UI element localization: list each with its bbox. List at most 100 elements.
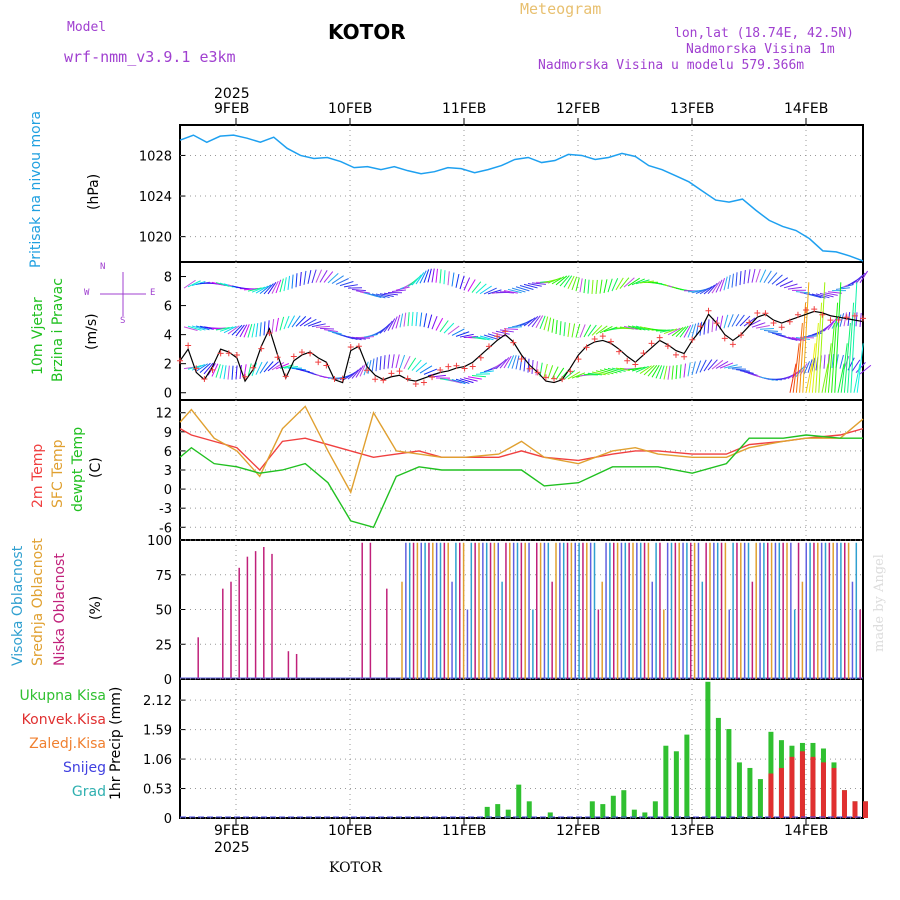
wind-arrow xyxy=(727,366,742,369)
wind-arrow xyxy=(355,365,364,378)
wind-arrow xyxy=(399,354,406,369)
wind-arrow xyxy=(643,365,655,376)
wind-arrow xyxy=(303,318,317,327)
ytick-label-wind: 4 xyxy=(164,329,172,344)
wind-arrow xyxy=(671,327,684,337)
wind-arrow xyxy=(495,358,507,370)
wind-arrow xyxy=(291,274,294,289)
wind-arrow xyxy=(651,365,660,378)
wind-arrow xyxy=(455,378,470,384)
precip-bar-ukupna-kisa xyxy=(684,734,690,818)
wind-arrow xyxy=(859,270,869,284)
precip-bar-ukupna-kisa xyxy=(526,801,532,818)
wind-arrow xyxy=(818,282,826,393)
wind-arrow xyxy=(719,278,726,292)
wind-arrow xyxy=(627,367,642,371)
wind-arrow xyxy=(775,277,789,286)
ytick-label-wind: 2 xyxy=(164,358,172,373)
wind-arrow xyxy=(343,284,358,288)
wind-gust-marker xyxy=(469,363,476,370)
wind-gust-marker xyxy=(713,320,720,327)
wind-arrow xyxy=(803,361,811,375)
wind-arrow xyxy=(731,314,740,327)
wind-arrow xyxy=(411,359,422,371)
wind-gust-marker xyxy=(331,376,338,383)
wind-gust-marker xyxy=(177,357,183,364)
wind-arrow xyxy=(567,275,575,289)
precip-legend-item: Konvek.Kisa xyxy=(21,712,106,728)
wind-arrow xyxy=(711,281,721,294)
wind-arrow xyxy=(311,323,326,328)
wind-arrow xyxy=(447,271,450,286)
wind-arrow xyxy=(675,365,678,380)
wind-arrow xyxy=(255,285,269,294)
wind-arrow xyxy=(263,321,266,336)
wind-gust-marker xyxy=(770,320,777,327)
wind-arrow xyxy=(663,328,678,335)
wind-arrow xyxy=(427,314,433,329)
wind-arrow xyxy=(579,324,586,338)
ytick-label-precip: 2.12 xyxy=(143,694,172,709)
wind-arrow xyxy=(259,361,269,374)
wind-arrow xyxy=(391,354,395,369)
top-day-label: 10FEB xyxy=(328,101,372,117)
wind-arrow xyxy=(551,366,559,380)
wind-arrow xyxy=(635,279,650,285)
wind-gust-marker xyxy=(404,375,411,382)
bottom-year: 2025 xyxy=(214,840,250,856)
wind-arrow xyxy=(783,283,798,289)
wind-arrow xyxy=(847,302,855,393)
wind-gust-marker xyxy=(258,345,265,352)
wind-arrow xyxy=(475,336,490,341)
wind-arrow xyxy=(631,366,646,372)
wind-arrow xyxy=(731,273,734,288)
wind-arrow xyxy=(191,364,205,371)
wind-arrow xyxy=(611,367,626,372)
wind-arrow xyxy=(191,325,206,331)
wind-arrow xyxy=(283,315,290,330)
wind-arrow xyxy=(431,268,435,283)
wind-arrow xyxy=(631,325,646,331)
wind-arrow xyxy=(591,325,603,336)
model-name: wrf-nmm_v3.9.1 e3km xyxy=(64,48,236,66)
wind-arrow xyxy=(279,278,284,293)
wind-gust-marker xyxy=(835,316,842,323)
wind-arrow xyxy=(535,315,544,328)
wind-arrow xyxy=(543,316,549,331)
wind-gust-marker xyxy=(794,311,801,318)
precip-bar-ukupna-kisa xyxy=(705,681,711,818)
wind-arrow xyxy=(707,282,718,295)
wind-gust-marker xyxy=(697,323,704,330)
wind-arrow xyxy=(251,286,266,293)
wind-arrow xyxy=(627,277,640,287)
wind-arrow xyxy=(631,278,645,286)
wind-arrow xyxy=(463,377,478,382)
wind-arrow xyxy=(259,284,272,295)
ytick-label-wind: 0 xyxy=(164,387,172,402)
wind-arrow xyxy=(687,362,691,377)
top-day-label: 9FEB xyxy=(214,101,249,117)
wind-gust-marker xyxy=(591,335,598,342)
wind-arrow xyxy=(183,279,196,289)
wind-gust-marker xyxy=(803,306,810,313)
wind-arrow xyxy=(231,365,234,380)
wind-arrow xyxy=(699,359,707,373)
wind-arrow xyxy=(519,318,533,327)
ytick-label-wind: 6 xyxy=(164,300,172,315)
wind-arrow xyxy=(603,279,608,294)
wind-arrow xyxy=(751,322,766,328)
wind-arrow xyxy=(543,363,548,378)
wind-arrow xyxy=(227,325,240,335)
wind-arrow xyxy=(507,355,515,369)
wind-gust-marker xyxy=(396,368,403,375)
precip-legend-item: Snijeg xyxy=(62,760,106,776)
wind-gust-marker xyxy=(502,328,509,335)
wind-arrow xyxy=(587,324,597,337)
wind-arrow xyxy=(459,378,474,384)
wind-arrow xyxy=(235,324,245,337)
wind-arrow xyxy=(699,286,713,295)
wind-arrow xyxy=(411,274,422,286)
wind-arrow xyxy=(331,275,344,284)
wind-gust-marker xyxy=(518,355,525,362)
